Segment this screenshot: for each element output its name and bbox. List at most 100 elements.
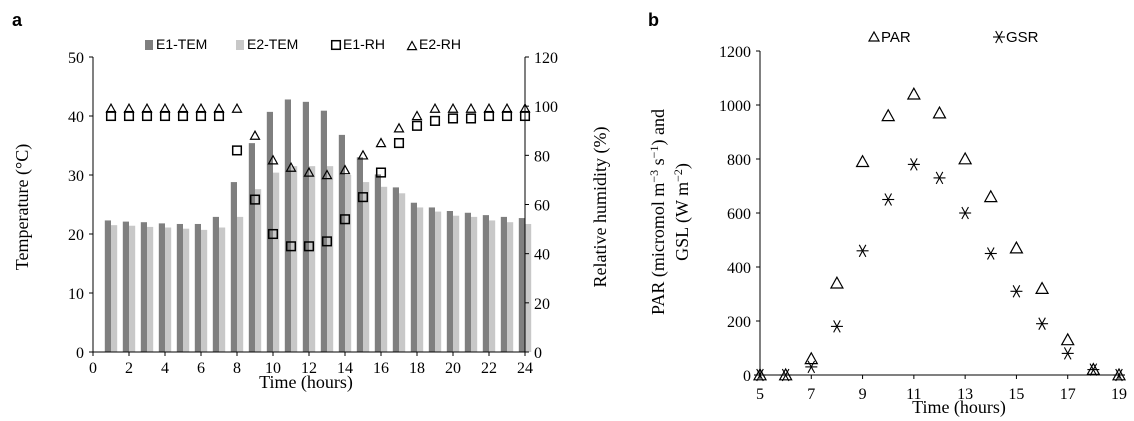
y-tick-label-b: 1000	[719, 98, 751, 115]
point-e1-rh	[429, 115, 441, 126]
point-gsr	[805, 360, 818, 374]
y-tick-label-b: 800	[727, 152, 751, 169]
y-tick-label-right-a: 80	[534, 148, 550, 165]
point-e1-rh	[501, 110, 513, 122]
point-e2-rh	[177, 102, 189, 113]
point-gsr	[830, 320, 843, 333]
markers-group-b	[752, 86, 1127, 382]
point-gsr	[1087, 363, 1100, 376]
x-tick-label-a: 18	[409, 360, 425, 377]
bar-e1-tem	[284, 99, 291, 352]
x-tick-label-a: 20	[445, 360, 461, 377]
y-tick-label-b: 400	[727, 260, 751, 277]
point-e1-rh	[267, 228, 279, 240]
asterisk-stroke	[807, 360, 816, 374]
x-tick-label-a: 2	[125, 360, 133, 377]
markers-group	[105, 102, 531, 252]
point-e2-rh	[339, 164, 351, 175]
asterisk-stroke	[781, 368, 790, 382]
point-par	[958, 151, 973, 165]
bar-e1-tem	[158, 223, 165, 352]
point-gsr	[856, 244, 869, 258]
asterisk-stroke	[910, 158, 918, 171]
bar-e1-tem	[140, 222, 147, 352]
bar-e1-tem	[356, 157, 363, 352]
point-e2-rh	[321, 169, 333, 180]
panel-label-a: a	[12, 10, 23, 30]
asterisk-stroke	[1038, 317, 1046, 330]
point-gsr	[959, 206, 972, 220]
point-e1-rh	[339, 214, 351, 225]
tick-labels-b: 5 7 9 11 13 15 17 19 0 200 400 600 800 1000 1200	[719, 44, 1127, 403]
point-e2-rh	[159, 102, 171, 113]
point-e2-rh	[393, 122, 405, 133]
point-gsr	[1010, 285, 1023, 298]
point-e2-rh	[123, 102, 135, 113]
tick-labels-a: 0 2 4 6 8 10 12 14 16 18 20 22 240102030405002040608…	[68, 50, 558, 377]
chart-b: b 5 7 9 11 13 15 17 19 0 200 400 600 800 1000 1200 PAR…	[647, 10, 1127, 418]
point-e1-rh	[375, 167, 387, 178]
bar-e1-tem	[176, 223, 183, 352]
bar-e2-tem	[129, 225, 136, 352]
legend-swatch-e1-tem	[145, 40, 153, 50]
point-gsr	[984, 247, 997, 260]
bar-e1-tem	[104, 220, 111, 352]
x-tick-label-b: 7	[807, 386, 815, 403]
bar-e2-tem	[237, 216, 244, 352]
bar-e2-tem	[489, 220, 496, 352]
point-e1-rh	[231, 145, 243, 156]
y-axis-label-b-line1: PAR (micromol m−3 s−1) and	[647, 109, 669, 315]
point-par	[778, 367, 793, 381]
bar-e1-tem	[212, 216, 219, 352]
point-e1-rh	[303, 241, 315, 252]
point-e2-rh	[141, 102, 153, 113]
bar-e2-tem	[417, 207, 424, 352]
point-par	[1111, 367, 1127, 381]
point-e1-rh	[177, 110, 189, 122]
asterisk-stroke	[858, 244, 867, 258]
point-gsr	[1113, 368, 1125, 382]
bar-e2-tem	[201, 229, 208, 352]
y-tick-label-b: 1200	[719, 44, 751, 61]
bar-e1-tem	[194, 223, 201, 352]
point-e1-rh	[447, 113, 459, 124]
point-gsr	[779, 368, 792, 382]
legend-b: PAR GSR	[867, 29, 1039, 46]
bar-e1-tem	[446, 210, 453, 352]
y-tick-label-a: 10	[68, 286, 84, 303]
asterisk-stroke	[1089, 363, 1098, 376]
point-e1-rh	[465, 113, 477, 124]
y-tick-label-b: 0	[743, 368, 751, 385]
point-e1-rh	[285, 241, 297, 252]
point-e1-rh	[123, 110, 135, 122]
asterisk-stroke	[987, 247, 995, 260]
x-tick-label-a: 10	[265, 360, 281, 377]
point-gsr	[754, 368, 766, 382]
bar-e2-tem	[363, 182, 370, 352]
point-par	[804, 351, 819, 365]
y-tick-label-right-a: 100	[534, 99, 558, 116]
bar-e2-tem	[435, 211, 442, 352]
legend-label-e1-rh: E1-RH	[343, 36, 385, 52]
legend-marker-gsr	[993, 30, 1005, 44]
point-e2-rh	[447, 102, 459, 113]
bar-e2-tem	[273, 172, 280, 352]
bar-e2-tem	[453, 215, 460, 352]
point-e2-rh	[105, 102, 117, 113]
point-e1-rh	[411, 120, 423, 131]
bar-e1-tem	[122, 221, 129, 352]
point-e2-rh	[267, 154, 279, 165]
point-gsr	[882, 193, 895, 206]
bar-e2-tem	[165, 227, 172, 352]
point-par	[983, 189, 998, 203]
y-axis-label-a: Temperature (°C)	[12, 144, 33, 270]
y-tick-label-a: 30	[68, 168, 84, 185]
y-tick-label-right-a: 60	[534, 198, 550, 215]
bar-e2-tem	[255, 189, 262, 352]
y-tick-label-b: 200	[727, 314, 751, 331]
bar-e1-tem	[518, 218, 525, 352]
asterisk-stroke	[1115, 368, 1123, 382]
asterisk-stroke	[1063, 347, 1072, 360]
x-tick-label-a: 12	[301, 360, 317, 377]
point-par	[1035, 281, 1050, 294]
